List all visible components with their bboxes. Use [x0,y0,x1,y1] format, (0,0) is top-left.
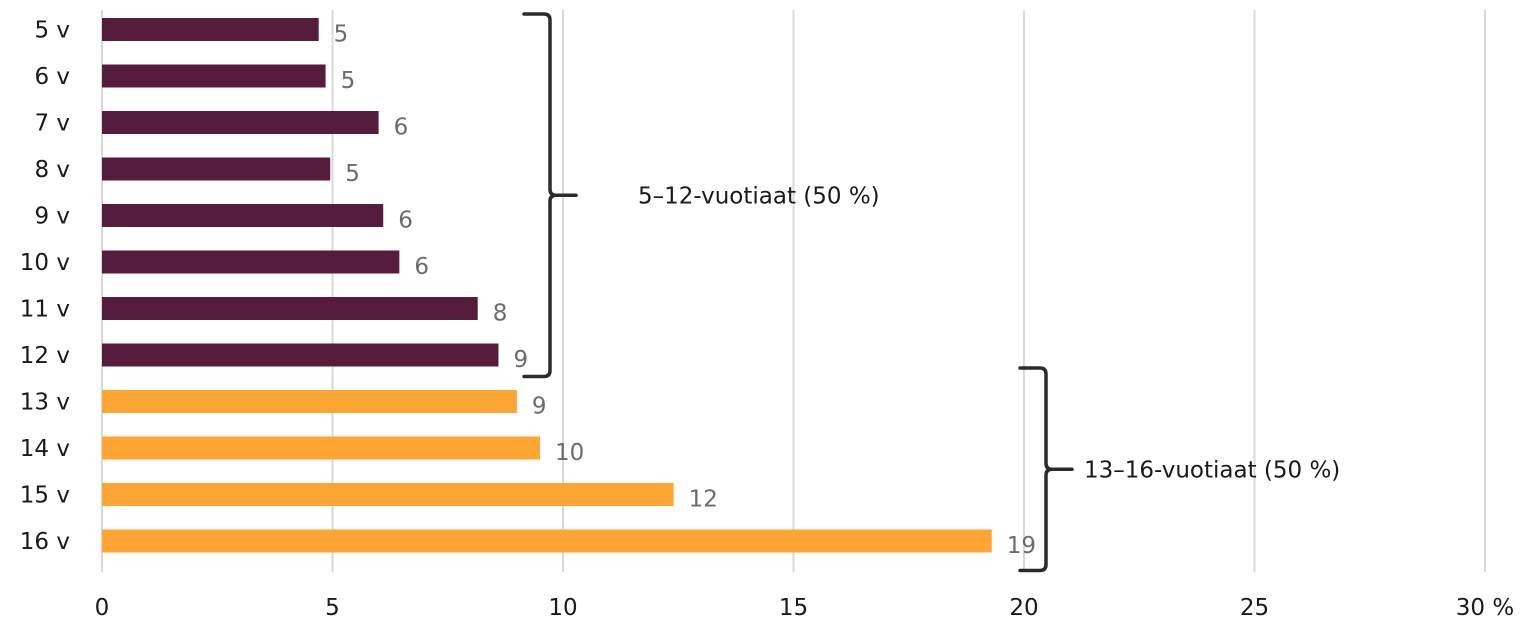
category-labels: 5 v 6 v 7 v 8 v 9 v 10 v 11 v 12 v 13 v 14 v 15 v 1… [20,18,70,556]
category-label: 13 v [20,390,70,416]
bar [102,111,379,134]
category-label: 12 v [20,343,70,369]
value-label: 8 [493,301,508,327]
bar [102,390,517,413]
value-label: 12 [689,487,718,513]
group-label-13-16: 13–16-vuotiaat (50 %) [1084,457,1340,483]
category-label: 15 v [20,483,70,509]
value-label: 6 [414,254,429,280]
x-tick-label: 5 [325,595,340,621]
bar [102,250,400,274]
category-label: 10 v [20,250,70,276]
value-label: 9 [513,347,528,373]
bar [102,18,319,41]
group-bracket-5-12 [522,12,578,379]
bar [102,157,331,181]
bar [102,436,540,460]
bar [102,529,992,553]
category-label: 9 v [34,204,70,230]
category-label: 16 v [20,529,70,555]
category-label: 11 v [20,297,70,323]
value-label: 5 [345,161,360,187]
bars [102,18,992,553]
category-label: 14 v [20,436,70,462]
value-label: 5 [334,22,349,48]
value-label: 19 [1007,533,1036,559]
bar [102,64,326,88]
x-tick-label: 0 [95,595,110,621]
bar [102,343,499,367]
x-tick-label: 25 [1240,595,1269,621]
category-label: 7 v [34,111,70,137]
x-tick-label: 15 [779,595,808,621]
x-axis-tick-labels: 0 5 10 15 20 25 30 % [95,595,1515,621]
bar [102,297,478,320]
category-label: 5 v [34,18,70,44]
value-label: 6 [394,115,409,141]
value-label: 10 [555,440,584,466]
x-tick-label: 10 [548,595,577,621]
category-label: 8 v [34,157,70,183]
bar [102,204,384,227]
gridlines [101,10,1486,572]
value-label: 6 [398,208,413,234]
bar [102,483,674,506]
group-label-5-12: 5–12-vuotiaat (50 %) [638,183,880,209]
group-bracket-13-16 [1018,366,1074,573]
category-label: 6 v [34,64,70,90]
x-tick-label: 20 [1009,595,1038,621]
x-tick-label: 30 % [1456,595,1514,621]
value-label: 5 [341,68,356,94]
group-brackets: 5–12-vuotiaat (50 %) 13–16-vuotiaat (50 … [522,12,1340,573]
value-label: 9 [532,394,547,420]
